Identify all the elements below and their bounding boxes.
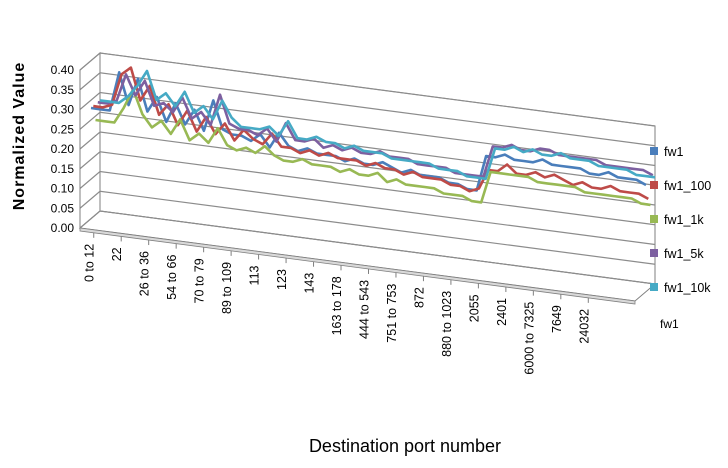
y-tick-label: 0.05 [51,201,75,215]
depth-axis-label: fw1 [660,317,679,331]
x-tick-label: 880 to 1023 [440,291,454,357]
x-tick-label: 113 [248,265,262,285]
y-tick-label: 0.15 [51,162,75,176]
x-tick-label: 2055 [467,294,481,322]
legend-label: fw1_10k [664,281,711,295]
legend-label: fw1_100 [664,179,711,193]
x-tick-label: 7649 [550,305,564,333]
gridline [79,91,656,167]
legend-swatch [650,283,658,291]
x-axis-label: Destination port number [309,436,501,456]
x-tick-label: 872 [412,287,426,308]
series-line-fw1-10k [99,69,656,181]
floor-edge [79,227,636,305]
y-tick-label: 0.00 [51,221,75,235]
gridline [79,52,656,127]
x-tick-label: 24032 [577,309,591,344]
x-tick-label: 6000 to 7325 [522,302,536,375]
chart-legend: fw1 fw1_100 fw1_1k fw1_5k fw1_10k [650,145,711,295]
y-tick-label: 0.30 [51,103,75,117]
gridline [79,131,656,206]
x-tick-label: 54 to 66 [165,255,179,300]
gridline [79,111,656,186]
x-tick-label: 22 [110,247,124,261]
legend-label: fw1_5k [664,247,704,261]
legend-label: fw1_1k [664,213,704,227]
x-tick-label: 89 to 109 [220,262,234,314]
x-tick-label: 163 to 178 [330,276,344,335]
x-tick-label: 70 to 79 [193,258,207,303]
x-tick-label: 2401 [495,298,509,326]
x-tick-label: 123 [275,269,289,290]
y-tick-label: 0.25 [51,122,75,136]
gridline [79,72,656,147]
x-tick-label: 0 to 12 [83,244,97,282]
legend-swatch [650,215,658,223]
legend-swatch [650,249,658,257]
series-line-fw1-1k [95,88,651,207]
chart-gridlines [79,52,656,285]
y-tick-label: 0.20 [51,142,75,156]
y-tick-label: 0.35 [51,83,75,97]
chart-series-group [90,66,656,207]
series-line-fw1-100 [93,66,649,201]
y-axis-ticks: 0.00 0.05 0.10 0.15 0.20 0.25 0.30 0.35 0.40 [51,63,81,235]
y-tick-label: 0.40 [51,63,75,77]
legend-swatch [650,147,658,155]
gridline [79,210,656,285]
legend-label: fw1 [664,145,684,159]
gridline [79,170,656,246]
x-tick-label: 26 to 36 [138,251,152,296]
gridline [79,190,656,265]
x-axis-ticks: 0 to 12 22 26 to 36 54 to 66 70 to 79 89 to 1… [83,232,591,375]
x-tick-label: 143 [303,273,317,294]
x-tick-label: 444 to 543 [358,280,372,339]
y-tick-label: 0.10 [51,182,75,196]
y-axis-label: Normalized Value [11,62,28,211]
legend-swatch [650,181,658,189]
x-tick-label: 751 to 753 [385,284,399,343]
